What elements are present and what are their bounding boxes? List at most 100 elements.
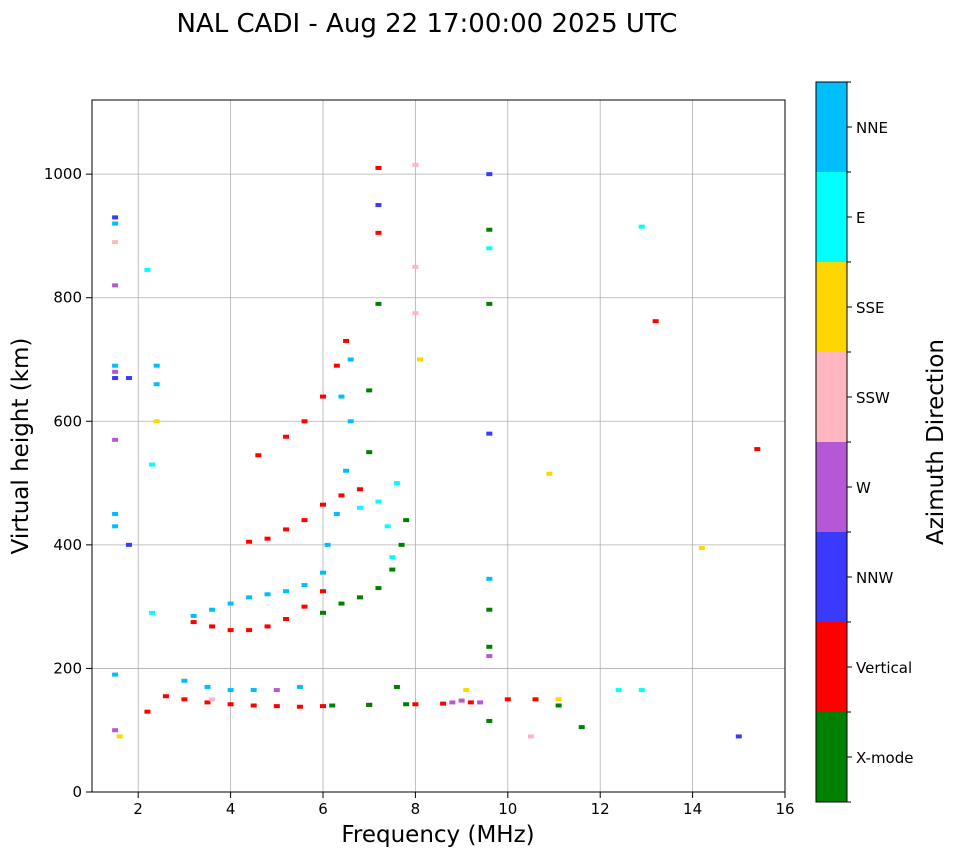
- data-point-x-mode: [486, 644, 493, 649]
- data-point-nne: [153, 363, 160, 368]
- data-point-x-mode: [486, 301, 493, 306]
- data-point-w: [477, 700, 484, 705]
- colorbar-tick-label: W: [856, 479, 871, 497]
- data-point-vertical: [190, 620, 197, 625]
- data-point-sse: [153, 419, 160, 424]
- data-point-nne: [112, 511, 119, 516]
- x-axis-label: Frequency (MHz): [341, 822, 534, 848]
- x-tick-label: 2: [133, 800, 143, 818]
- data-point-vertical: [301, 604, 308, 609]
- data-point-nne: [112, 672, 119, 677]
- x-tick-label: 12: [591, 800, 610, 818]
- data-point-vertical: [283, 617, 290, 621]
- colorbar-segment: [816, 712, 847, 802]
- data-point-e: [638, 688, 645, 693]
- data-point-x-mode: [366, 388, 373, 393]
- data-point-nnw: [486, 172, 493, 177]
- data-point-nne: [250, 688, 257, 693]
- data-point-vertical: [333, 363, 340, 368]
- data-point-nne: [153, 382, 160, 387]
- x-tick-label: 8: [411, 800, 421, 818]
- data-point-x-mode: [403, 702, 410, 707]
- data-point-x-mode: [578, 725, 585, 730]
- data-point-nnw: [125, 542, 132, 547]
- data-point-vertical: [301, 518, 308, 523]
- colorbar-label: Azimuth Direction: [923, 339, 949, 545]
- plot-area: 2 4 6 8 10 12 14 16 0 200 400 600 800 1000: [44, 99, 795, 818]
- y-tick-label: 400: [53, 536, 82, 554]
- data-point-vertical: [301, 419, 308, 424]
- y-axis-label: Virtual height (km): [8, 338, 34, 555]
- data-point-nne: [324, 542, 331, 547]
- chart-title: NAL CADI - Aug 22 17:00:00 2025 UTC: [177, 9, 678, 39]
- y-tick-label: 1000: [44, 165, 82, 183]
- data-point-w: [273, 688, 280, 693]
- colorbar-tick-label: NNE: [856, 119, 888, 137]
- data-point-nnw: [486, 431, 493, 436]
- data-point-vertical: [320, 704, 326, 709]
- data-point-vertical: [227, 702, 234, 707]
- data-point-vertical: [343, 338, 350, 343]
- y-tick-label: 600: [53, 412, 82, 430]
- data-point-nne: [190, 613, 197, 618]
- data-point-nnw: [735, 734, 742, 739]
- data-point-nne: [347, 357, 354, 362]
- data-point-nne: [181, 678, 188, 683]
- data-point-w: [458, 698, 465, 703]
- data-point-vertical: [375, 165, 382, 170]
- data-point-e: [389, 555, 396, 560]
- x-tick-label: 4: [226, 800, 236, 818]
- data-point-x-mode: [486, 718, 493, 723]
- grid-lines: [92, 100, 786, 793]
- x-tick-label: 16: [775, 800, 794, 818]
- data-point-x-mode: [338, 601, 345, 606]
- data-point-e: [149, 462, 156, 467]
- data-point-nnw: [112, 376, 119, 381]
- data-point-vertical: [255, 453, 262, 458]
- data-point-nne: [347, 419, 354, 424]
- data-point-vertical: [264, 624, 271, 629]
- data-point-ssw: [412, 264, 419, 269]
- y-axis-ticks: 0 200 400 600 800 1000: [44, 165, 92, 801]
- data-point-e: [149, 610, 156, 615]
- colorbar-segment: [816, 262, 847, 352]
- data-point-x-mode: [389, 567, 396, 572]
- data-point-vertical: [246, 539, 253, 544]
- data-point-x-mode: [393, 684, 400, 689]
- data-point-e: [356, 505, 363, 510]
- data-point-vertical: [250, 703, 257, 708]
- data-point-vertical: [246, 628, 253, 633]
- data-point-x-mode: [366, 450, 373, 455]
- colorbar-segment: [816, 622, 847, 712]
- data-point-vertical: [296, 704, 303, 709]
- data-point-vertical: [338, 493, 345, 498]
- data-point-x-mode: [486, 227, 493, 232]
- data-point-x-mode: [398, 542, 405, 547]
- data-point-nne: [301, 583, 308, 588]
- data-point-vertical: [754, 447, 761, 452]
- data-point-x-mode: [555, 703, 562, 708]
- data-point-nne: [338, 394, 345, 399]
- x-axis-ticks: 2 4 6 8 10 12 14 16: [133, 792, 795, 818]
- colorbar-tick-label: X-mode: [856, 749, 913, 767]
- data-point-nne: [227, 601, 234, 606]
- data-point-nne: [283, 589, 290, 594]
- x-tick-label: 6: [318, 800, 328, 818]
- colorbar-segment: [816, 172, 847, 262]
- data-point-e: [144, 267, 151, 272]
- data-point-nne: [112, 221, 119, 226]
- colorbar-segment: [816, 442, 847, 532]
- data-point-vertical: [375, 230, 382, 235]
- data-point-vertical: [320, 502, 326, 507]
- data-point-vertical: [440, 701, 447, 706]
- data-point-e: [393, 481, 400, 486]
- colorbar-segment: [816, 352, 847, 442]
- data-point-vertical: [181, 697, 188, 702]
- y-tick-label: 0: [72, 783, 82, 801]
- data-point-w: [112, 369, 119, 374]
- data-point-vertical: [504, 697, 511, 702]
- data-point-nne: [112, 363, 119, 368]
- data-point-vertical: [273, 704, 280, 709]
- data-point-nnw: [125, 376, 132, 381]
- data-point-vertical: [204, 700, 211, 705]
